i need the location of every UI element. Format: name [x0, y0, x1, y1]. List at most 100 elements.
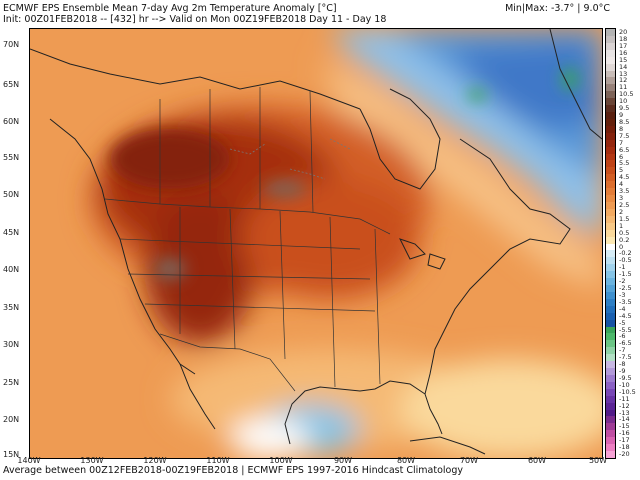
colorbar-label: 2: [619, 207, 624, 216]
colorbar-label: -2: [619, 277, 626, 286]
colorbar-swatch: [606, 285, 615, 293]
colorbar-swatch: [606, 319, 615, 328]
colorbar-swatch: [606, 298, 615, 307]
colorbar-swatch: [606, 42, 615, 51]
lat-label: 60N: [3, 117, 20, 126]
colorbar-label: -12: [619, 401, 630, 410]
colorbar-label: -10.5: [619, 387, 636, 396]
lat-label: 45N: [3, 228, 20, 237]
colorbar-label: 10: [619, 97, 628, 106]
colorbar-label: -1.5: [619, 270, 632, 279]
colorbar-label: -6.5: [619, 339, 632, 348]
lat-label: 20N: [3, 415, 20, 424]
colorbar-swatch: [606, 146, 615, 155]
colorbar-label: -7.5: [619, 353, 632, 362]
lon-label: 100W: [269, 456, 293, 465]
colorbar-swatch: [606, 395, 615, 404]
colorbar-label: 14: [619, 62, 628, 71]
colorbar-label: 4.5: [619, 173, 630, 182]
colorbar-label: -5.5: [619, 325, 632, 334]
map-footer: Average between 00Z12FEB2018-00Z19FEB201…: [3, 465, 463, 476]
lon-label: 140W: [17, 456, 41, 465]
colorbar-label: 18: [619, 34, 628, 43]
colorbar-swatch: [606, 291, 615, 300]
colorbar-label: -17: [619, 436, 630, 445]
colorbar-swatch: [606, 208, 615, 217]
colorbar-label: 8: [619, 124, 624, 133]
colorbar-swatch: [606, 201, 615, 210]
colorbar-swatch: [606, 174, 615, 182]
colorbar-label: -5: [619, 318, 626, 327]
colorbar-swatch: [606, 388, 615, 397]
colorbar-swatch: [606, 347, 615, 355]
colorbar-swatch: [606, 368, 615, 376]
colorbar-label: 6.5: [619, 145, 630, 154]
colorbar-label: -9.5: [619, 373, 632, 382]
colorbar-label: 3.5: [619, 187, 630, 196]
colorbar-swatch: [606, 409, 615, 417]
lat-label: 25N: [3, 378, 20, 387]
colorbar-swatch: [606, 132, 615, 141]
colorbar-label: -0.2: [619, 249, 632, 258]
colorbar-swatch: [606, 264, 615, 272]
colorbar-swatch: [606, 195, 615, 203]
colorbar-label: 0: [619, 242, 624, 251]
colorbar-label: -4.5: [619, 311, 632, 320]
colorbar-label: -4: [619, 304, 626, 313]
colorbar-swatch: [606, 243, 615, 251]
colorbar-swatch: [606, 181, 615, 189]
colorbar-label: 15: [619, 55, 628, 64]
colorbar-swatch: [606, 250, 615, 258]
colorbar-label: 16: [619, 48, 628, 57]
colorbar-label: -3: [619, 290, 626, 299]
lat-label: 70N: [3, 40, 20, 49]
colorbar-label: 1.5: [619, 214, 630, 223]
colorbar-swatch: [606, 56, 615, 65]
lon-label: 90W: [333, 456, 353, 465]
colorbar-label: 20: [619, 28, 628, 36]
colorbar-swatch: [606, 118, 615, 127]
colorbar-swatch: [606, 188, 615, 196]
min-max-readout: Min|Max: -3.7° | 9.0°C: [505, 3, 610, 14]
colorbar-swatch: [606, 215, 615, 224]
lon-label: 130W: [80, 456, 104, 465]
colorbar-swatch: [606, 84, 615, 92]
colorbar-label: 17: [619, 41, 628, 50]
colorbar-swatch: [606, 112, 615, 120]
colorbar-label: -14: [619, 415, 630, 424]
colorbar-swatch: [606, 160, 615, 168]
colorbar-label: -16: [619, 429, 630, 438]
colorbar-swatch: [606, 354, 615, 362]
colorbar-label: 7.5: [619, 131, 630, 140]
colorbar-swatch: [606, 125, 615, 134]
colorbar-swatch: [606, 63, 615, 71]
colorbar-label: -10: [619, 380, 630, 389]
colorbar-swatch: [606, 423, 615, 431]
colorbar-swatch: [606, 312, 615, 321]
lake-outlines: [229, 138, 351, 180]
lat-label: 50N: [3, 190, 20, 199]
colorbar-swatch: [606, 340, 615, 348]
colorbar-swatch: [606, 430, 615, 438]
colorbar-label: -7: [619, 346, 626, 355]
colorbar-swatch: [606, 374, 615, 383]
colorbar-swatch: [606, 278, 615, 286]
colorbar-label: 5: [619, 166, 624, 175]
colorbar-swatch: [606, 91, 615, 99]
political-borders: [104, 87, 391, 392]
colorbar-label: 9: [619, 111, 624, 120]
colorbar-swatch: [606, 229, 615, 238]
lon-label: 120W: [143, 456, 167, 465]
colorbar-swatch: [606, 139, 615, 148]
colorbar-label: 8.5: [619, 117, 630, 126]
coastlines: [30, 29, 602, 455]
lat-label: 65N: [3, 80, 20, 89]
colorbar-label: 13: [619, 69, 628, 78]
lon-label: 110W: [206, 456, 230, 465]
colorbar-label: 10.5: [619, 90, 634, 99]
colorbar-swatch: [606, 29, 615, 37]
colorbar-label: -13: [619, 408, 630, 417]
colorbar-label: -15: [619, 422, 630, 431]
anomaly-peaks: [110, 67, 578, 280]
lat-label: 15N: [3, 450, 20, 459]
